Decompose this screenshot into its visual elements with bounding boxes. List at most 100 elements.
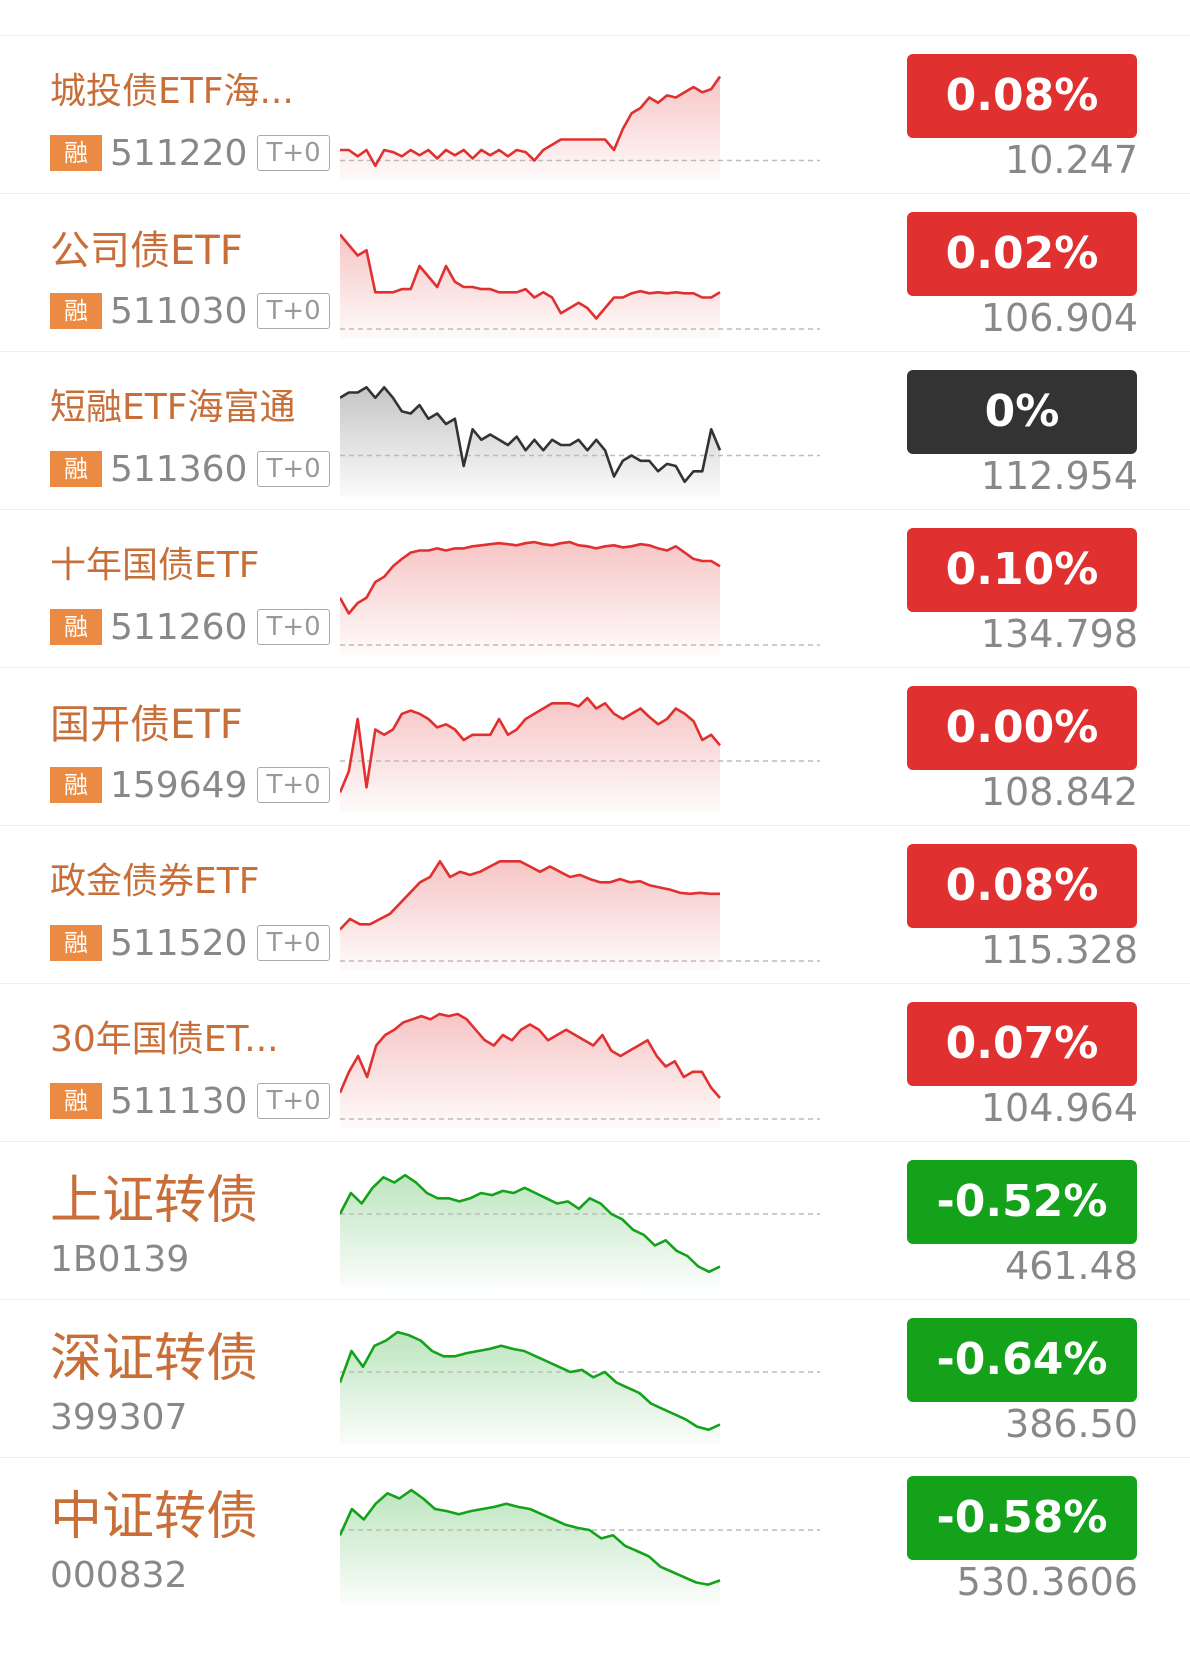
sparkline-area [340,387,720,497]
sparkline-line [340,696,721,794]
sparkline-chart [340,860,820,971]
sparkline-line [340,1012,721,1099]
sparkline-chart [340,386,820,497]
t0-tag: T+0 [257,451,330,487]
last-price: 112.954 [980,454,1138,498]
change-badge[interactable]: -0.52% [907,1160,1137,1244]
last-price: 530.3606 [956,1560,1138,1604]
sparkline-area [340,1332,720,1445]
fund-meta: 融 511030 T+0 [50,290,330,332]
sparkline-line [340,386,722,484]
t0-tag: T+0 [257,135,330,171]
fund-code: 511220 [110,132,248,174]
sparkline-chart [340,1012,820,1129]
list-item[interactable]: 城投债ETF海... 融 511220 T+0 0.08% 10.247 [0,36,1190,194]
sparkline-line [340,1330,721,1432]
last-price: 134.798 [980,612,1138,656]
t0-tag: T+0 [257,925,330,961]
fund-meta: 融 511520 T+0 [50,922,330,964]
t0-tag: T+0 [257,609,330,645]
sparkline-area [340,1490,720,1603]
fund-code: 159649 [110,764,248,806]
list-item[interactable]: 政金债券ETF 融 511520 T+0 0.08% 115.328 [0,826,1190,984]
fund-code: 511360 [110,448,248,490]
sparkline-chart [340,1330,820,1445]
list-item[interactable]: 上证转债 1B0139 -0.52% 461.48 [0,1142,1190,1300]
last-price: 10.247 [1005,138,1138,182]
fund-name: 国开债ETF [50,702,243,748]
sparkline-chart [340,233,820,339]
fund-code: 399307 [50,1396,188,1438]
etf-list: 城投债ETF海... 融 511220 T+0 0.08% 10.247 公司债ETF 融 51… [0,36,1190,1615]
fund-code: 511520 [110,922,248,964]
fund-name: 深证转债 [50,1329,259,1389]
list-item[interactable]: 短融ETF海富通融 511360 T+0 0% 112.954 [0,352,1190,510]
fund-meta: 融 511130 T+0 [50,1080,330,1122]
fund-code: 511130 [110,1080,248,1122]
change-badge[interactable]: -0.58% [907,1476,1137,1560]
list-item[interactable]: 国开债ETF 融 159649 T+0 0.00% 108.842 [0,668,1190,826]
last-price: 386.50 [1005,1402,1138,1446]
sparkline-area [340,234,720,339]
fund-code: 000832 [50,1554,188,1596]
change-badge[interactable]: 0.07% [907,1002,1137,1086]
t0-tag: T+0 [257,767,330,803]
sparkline-line [340,233,721,320]
change-badge[interactable]: 0.00% [907,686,1137,770]
sparkline-area [340,1175,720,1287]
top-divider [0,35,1190,36]
change-badge[interactable]: 0.08% [907,844,1137,928]
list-item[interactable]: 中证转债 000832 -0.58% 530.3606 [0,1458,1190,1615]
fund-name: 政金债券ETF [50,861,260,902]
last-price: 106.904 [980,296,1138,340]
sparkline-line [340,75,722,168]
sparkline-area [340,1014,720,1129]
sparkline-line [340,1173,721,1274]
sparkline-area [340,76,720,181]
margin-tag: 融 [50,451,102,487]
sparkline-chart [340,1488,820,1603]
list-item[interactable]: 30年国债ET... 融 511130 T+0 0.07% 104.964 [0,984,1190,1142]
fund-meta: 000832 [50,1554,187,1596]
sparkline-chart [340,75,820,181]
last-price: 104.964 [980,1086,1138,1130]
fund-meta: 融 511260 T+0 [50,606,330,648]
fund-meta: 融 159649 T+0 [50,764,330,806]
fund-code: 1B0139 [50,1238,190,1280]
fund-name: 上证转债 [50,1171,259,1231]
last-price: 115.328 [980,928,1138,972]
list-item[interactable]: 十年国债ETF 融 511260 T+0 0.10% 134.798 [0,510,1190,668]
sparkline-chart [340,1173,820,1287]
fund-name: 公司债ETF [50,228,243,274]
fund-meta: 融 511220 T+0 [50,132,330,174]
sparkline-area [340,861,720,971]
fund-meta: 融 511360 T+0 [50,448,330,490]
fund-name: 短融ETF海富通 [50,387,296,428]
margin-tag: 融 [50,135,102,171]
fund-name: 城投债ETF海... [50,71,294,112]
margin-tag: 融 [50,767,102,803]
change-badge[interactable]: 0.10% [907,528,1137,612]
fund-name: 30年国债ET... [50,1019,279,1060]
fund-code: 511030 [110,290,248,332]
last-price: 461.48 [1005,1244,1138,1288]
sparkline-line [340,1488,721,1586]
change-badge[interactable]: 0.02% [907,212,1137,296]
list-item[interactable]: 公司债ETF 融 511030 T+0 0.02% 106.904 [0,194,1190,352]
sparkline-line [340,860,720,931]
change-badge[interactable]: 0.08% [907,54,1137,138]
sparkline-line [340,540,721,615]
margin-tag: 融 [50,609,102,645]
sparkline-chart [340,540,820,655]
t0-tag: T+0 [257,1083,330,1119]
t0-tag: T+0 [257,293,330,329]
fund-code: 511260 [110,606,248,648]
sparkline-area [340,542,720,655]
fund-name: 中证转债 [50,1487,259,1547]
margin-tag: 融 [50,293,102,329]
last-price: 108.842 [980,770,1138,814]
fund-name: 十年国债ETF [50,545,260,586]
change-badge[interactable]: -0.64% [907,1318,1137,1402]
list-item[interactable]: 深证转债 399307 -0.64% 386.50 [0,1300,1190,1458]
change-badge[interactable]: 0% [907,370,1137,454]
